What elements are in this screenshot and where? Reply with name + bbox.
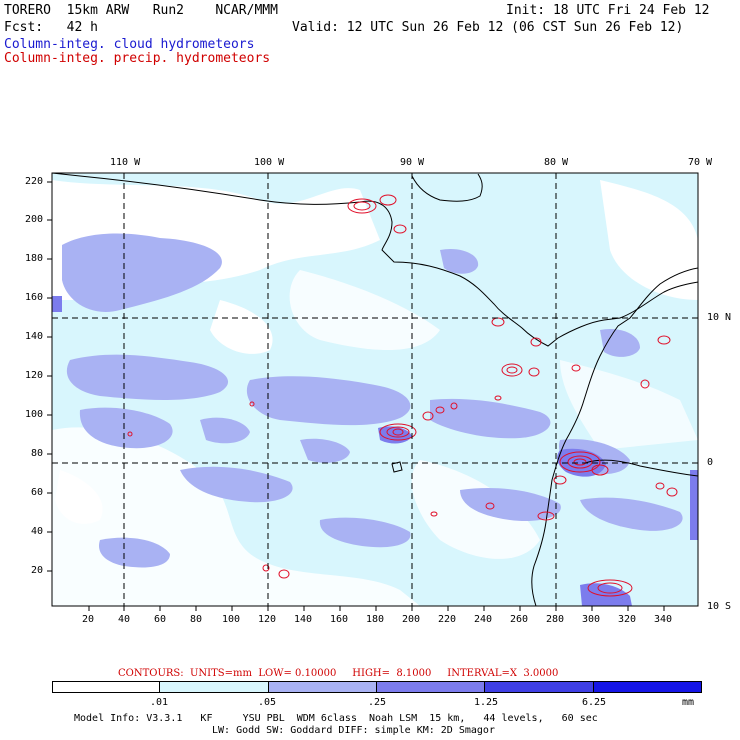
valid-time: Valid: 12 UTC Sun 26 Feb 12 (06 CST Sun … bbox=[292, 20, 684, 35]
lon-label-90w: 90 W bbox=[400, 157, 425, 168]
model-info-line1: Model Info: V3.3.1 KF YSU PBL WDM 6class… bbox=[74, 713, 598, 724]
lon-label-70w: 70 W bbox=[688, 157, 713, 168]
y-label: 100 bbox=[25, 409, 44, 420]
field-label-cloud: Column-integ. cloud hydrometeors bbox=[4, 37, 255, 52]
y-label: 160 bbox=[25, 292, 44, 303]
legend-swatch bbox=[268, 681, 377, 693]
y-label: 180 bbox=[25, 253, 44, 264]
y-label: 140 bbox=[25, 331, 44, 342]
model-info-line2: LW: Godd SW: Goddard DIFF: simple KM: 2D… bbox=[212, 725, 495, 736]
field-label-precip: Column-integ. precip. hydrometeors bbox=[4, 51, 271, 66]
lat-lon-grid bbox=[52, 173, 698, 606]
init-time: Init: 18 UTC Fri 24 Feb 12 bbox=[506, 3, 710, 18]
legend-swatch bbox=[377, 681, 486, 693]
x-label: 60 bbox=[154, 614, 167, 625]
axis-ticks bbox=[47, 181, 665, 611]
legend-swatch bbox=[485, 681, 594, 693]
y-label: 80 bbox=[31, 448, 44, 459]
y-label: 220 bbox=[25, 176, 44, 187]
legend-label: .05 bbox=[258, 697, 277, 708]
y-label: 60 bbox=[31, 487, 44, 498]
legend-swatch bbox=[593, 681, 702, 693]
x-label: 280 bbox=[546, 614, 565, 625]
x-label: 160 bbox=[330, 614, 349, 625]
lat-label-10n: 10 N bbox=[707, 312, 732, 323]
x-label: 40 bbox=[118, 614, 131, 625]
x-label: 320 bbox=[618, 614, 637, 625]
legend-swatch bbox=[52, 681, 161, 693]
lon-label-80w: 80 W bbox=[544, 157, 569, 168]
map-frame bbox=[51, 172, 699, 607]
x-label: 100 bbox=[222, 614, 241, 625]
lon-label-100w: 100 W bbox=[254, 157, 285, 168]
y-label: 20 bbox=[31, 565, 44, 576]
x-label: 260 bbox=[510, 614, 529, 625]
x-label: 120 bbox=[258, 614, 277, 625]
y-label: 120 bbox=[25, 370, 44, 381]
x-label: 240 bbox=[474, 614, 493, 625]
lon-label-110w: 110 W bbox=[110, 157, 141, 168]
legend-label: .01 bbox=[150, 697, 169, 708]
x-label: 20 bbox=[82, 614, 95, 625]
y-label: 200 bbox=[25, 214, 44, 225]
lat-label-10s: 10 S bbox=[707, 601, 732, 612]
legend-unit: mm bbox=[682, 697, 695, 708]
precip-contours bbox=[127, 194, 678, 597]
forecast-hour: Fcst: 42 h bbox=[4, 20, 98, 35]
legend-swatch bbox=[160, 681, 269, 693]
x-label: 200 bbox=[402, 614, 421, 625]
cloud-field-medium bbox=[62, 233, 683, 568]
legend-label: 1.25 bbox=[474, 697, 499, 708]
model-title: TORERO 15km ARW Run2 NCAR/MMM bbox=[4, 3, 278, 18]
x-label: 180 bbox=[366, 614, 385, 625]
contours-info: CONTOURS: UNITS=mm LOW= 0.10000 HIGH= 8.… bbox=[118, 668, 559, 679]
x-label: 140 bbox=[294, 614, 313, 625]
legend-label: 6.25 bbox=[582, 697, 607, 708]
x-label: 340 bbox=[654, 614, 673, 625]
legend-label: .25 bbox=[368, 697, 387, 708]
x-label: 300 bbox=[582, 614, 601, 625]
y-label: 40 bbox=[31, 526, 44, 537]
x-label: 220 bbox=[438, 614, 457, 625]
x-label: 80 bbox=[190, 614, 203, 625]
lat-label-0: 0 bbox=[707, 457, 714, 468]
